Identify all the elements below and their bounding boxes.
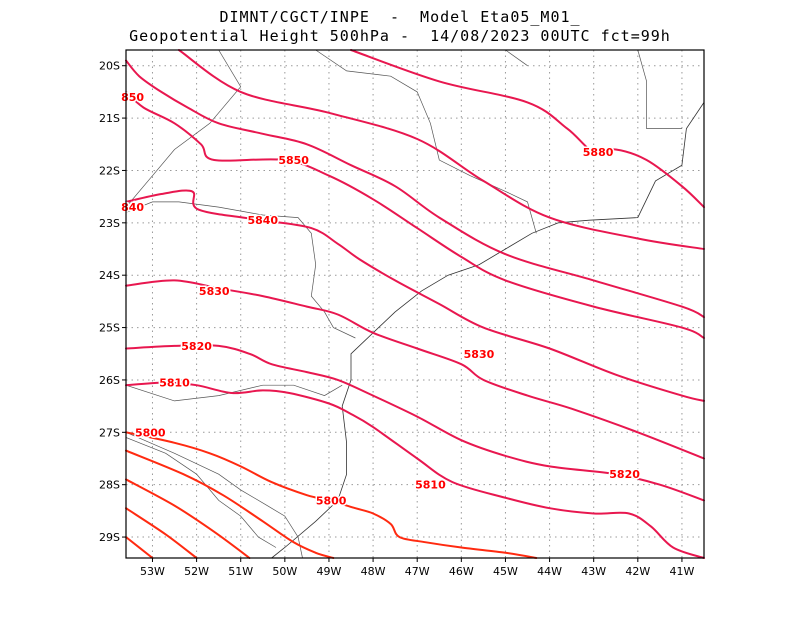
coastline (271, 102, 705, 559)
lon-tick-label: 53W (140, 565, 165, 578)
contour-label-5800: 5800 (135, 426, 166, 439)
lat-tick-label: 24S (99, 269, 120, 282)
contour-label-840: 840 (121, 201, 144, 214)
state-border (637, 49, 682, 129)
lat-tick-label: 20S (99, 60, 120, 73)
contour-label-5820: 5820 (609, 468, 640, 481)
lon-tick-label: 50W (272, 565, 297, 578)
contour-label-850: 850 (121, 91, 144, 104)
lat-tick-label: 23S (99, 217, 120, 230)
contour-5810 (125, 381, 705, 559)
contour-label-5830: 5830 (464, 348, 495, 361)
state-border (125, 431, 303, 559)
contour-labels: 5880 5850 5840 5830 5830 5820 5820 5810 5810 5800… (120, 90, 642, 509)
lat-tick-label: 22S (99, 164, 120, 177)
state-border (125, 201, 356, 339)
lat-tick-label: 29S (99, 531, 120, 544)
contour-5800 (125, 431, 538, 559)
lon-tick-label: 47W (405, 565, 430, 578)
plot-frame (125, 49, 705, 559)
contour-label-5800: 5800 (316, 494, 347, 507)
contour-label-5810: 5810 (159, 377, 190, 390)
lon-tick-label: 48W (361, 565, 386, 578)
lon-tick-label: 46W (449, 565, 474, 578)
latitude-axis: 20S 21S 22S 23S 24S 25S 26S 27S 28S 29S (99, 60, 126, 544)
lat-tick-label: 28S (99, 479, 120, 492)
map-title-line-2: Geopotential Height 500hPa - 14/08/2023 … (129, 27, 671, 45)
contour-5770 (125, 507, 198, 559)
lon-tick-label: 49W (317, 565, 342, 578)
contour-5790 (125, 449, 335, 559)
lon-tick-label: 44W (537, 565, 562, 578)
state-border (125, 384, 343, 402)
contour-5760 (125, 536, 154, 559)
gridlines (126, 50, 704, 558)
lat-tick-label: 26S (99, 374, 120, 387)
map-title-line-1: DIMNT/CGCT/INPE - Model Eta05_M01_ (219, 8, 581, 26)
contour-lines (125, 49, 705, 559)
lat-tick-label: 25S (99, 322, 120, 335)
state-border (125, 437, 277, 548)
state-border (315, 49, 537, 234)
lon-tick-label: 43W (581, 565, 606, 578)
lat-tick-label: 27S (99, 426, 120, 439)
contour-5830 (125, 279, 705, 460)
contour-5780 (125, 478, 251, 559)
contour-label-5840: 5840 (247, 214, 278, 227)
lon-tick-label: 41W (670, 565, 695, 578)
contour-5850 (125, 90, 705, 339)
lon-tick-label: 45W (493, 565, 518, 578)
contour-label-5850: 5850 (278, 154, 309, 167)
lon-tick-label: 42W (625, 565, 650, 578)
contour-5880 (350, 49, 705, 209)
state-border (505, 49, 528, 66)
contour-label-5820: 5820 (181, 340, 212, 353)
contour-label-5830: 5830 (199, 285, 230, 298)
contour-5820 (125, 344, 705, 502)
lon-tick-label: 51W (228, 565, 253, 578)
lon-tick-label: 52W (184, 565, 209, 578)
contour-5860 (125, 59, 705, 319)
contour-5870 (177, 49, 705, 250)
contour-5840 (125, 189, 705, 402)
contour-label-5880: 5880 (583, 146, 614, 159)
longitude-axis: 53W 52W 51W 50W 49W 48W 47W 46W 45W 44W 43W 42W 41W (140, 558, 694, 578)
lat-tick-label: 21S (99, 112, 120, 125)
contour-label-5810: 5810 (415, 479, 446, 492)
